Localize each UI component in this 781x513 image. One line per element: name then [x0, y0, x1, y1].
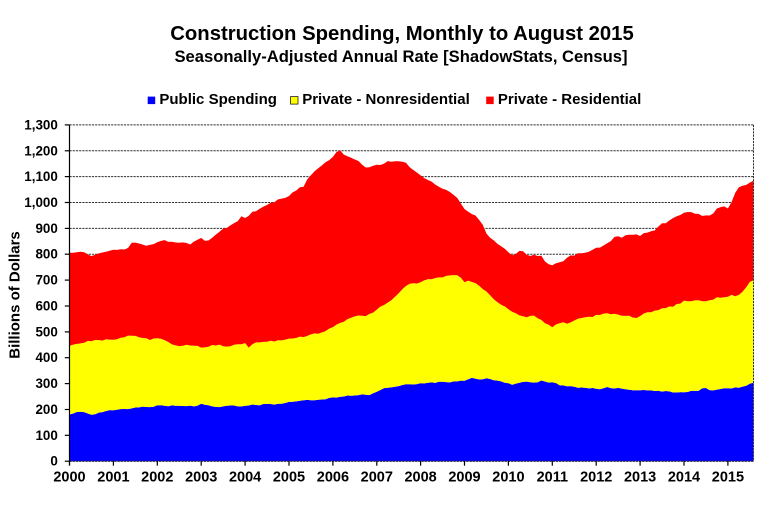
svg-text:Private - Residential: Private - Residential — [498, 91, 641, 108]
svg-text:2011: 2011 — [537, 470, 568, 486]
svg-text:Billions of Dollars: Billions of Dollars — [7, 231, 24, 359]
svg-text:2013: 2013 — [624, 470, 656, 486]
svg-text:2012: 2012 — [580, 470, 612, 486]
svg-text:Construction Spending, Monthly: Construction Spending, Monthly to August… — [170, 23, 633, 45]
svg-text:2009: 2009 — [448, 470, 480, 486]
svg-text:900: 900 — [35, 221, 57, 236]
svg-text:700: 700 — [35, 273, 57, 288]
svg-text:2000: 2000 — [53, 470, 85, 486]
svg-text:Public Spending: Public Spending — [159, 91, 277, 108]
svg-text:2005: 2005 — [273, 470, 305, 486]
svg-text:2014: 2014 — [668, 470, 700, 486]
svg-text:2003: 2003 — [185, 470, 217, 486]
svg-text:1,200: 1,200 — [24, 143, 58, 158]
svg-text:2010: 2010 — [492, 470, 524, 486]
svg-text:2004: 2004 — [229, 470, 261, 486]
svg-text:200: 200 — [35, 402, 57, 417]
svg-text:2006: 2006 — [317, 470, 349, 486]
svg-text:Private - Nonresidential: Private - Nonresidential — [302, 91, 470, 108]
svg-text:800: 800 — [35, 247, 57, 262]
svg-text:600: 600 — [35, 299, 57, 314]
svg-text:100: 100 — [35, 428, 57, 443]
svg-text:2007: 2007 — [361, 470, 393, 486]
svg-text:2015: 2015 — [712, 470, 744, 486]
svg-text:2008: 2008 — [404, 470, 436, 486]
svg-text:2001: 2001 — [97, 470, 129, 486]
svg-text:1,000: 1,000 — [24, 195, 58, 210]
svg-text:300: 300 — [35, 376, 57, 391]
svg-text:1,100: 1,100 — [24, 169, 58, 184]
svg-text:1,300: 1,300 — [24, 117, 58, 132]
svg-text:Seasonally-Adjusted Annual Rat: Seasonally-Adjusted Annual Rate [ShadowS… — [174, 47, 627, 66]
svg-text:500: 500 — [35, 324, 57, 339]
svg-text:400: 400 — [35, 350, 57, 365]
svg-text:2002: 2002 — [141, 470, 173, 486]
svg-text:0: 0 — [50, 454, 57, 469]
